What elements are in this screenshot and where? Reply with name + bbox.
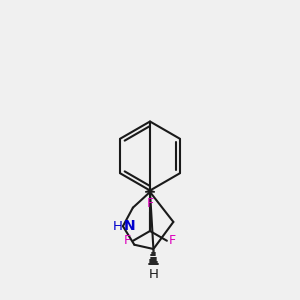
Text: H: H: [148, 268, 158, 281]
Text: N: N: [124, 219, 135, 233]
Text: F: F: [169, 234, 176, 247]
Text: H: H: [113, 220, 123, 233]
Text: F: F: [124, 234, 131, 247]
Polygon shape: [145, 190, 155, 192]
Text: F: F: [146, 197, 154, 210]
